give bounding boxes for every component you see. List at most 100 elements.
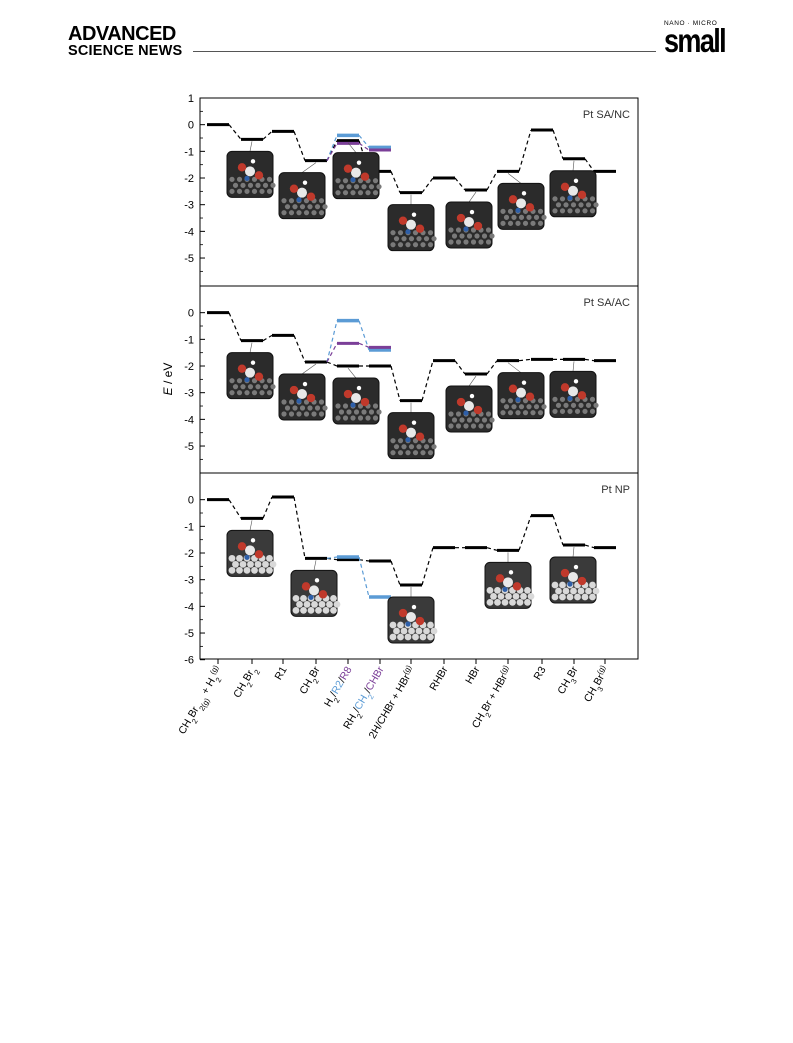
substrate-atom	[311, 411, 317, 417]
substrate-atom	[266, 188, 273, 194]
substrate-atom	[505, 592, 512, 600]
structure-inset	[387, 204, 437, 252]
substrate-atom	[416, 444, 422, 450]
substrate-atom	[303, 210, 310, 216]
substrate-atom	[427, 438, 434, 444]
substrate-atom	[322, 606, 330, 614]
substrate-atom	[393, 627, 400, 635]
substrate-atom	[427, 230, 434, 236]
substrate-atom	[562, 587, 570, 595]
substrate-atom	[232, 182, 239, 188]
substrate-atom	[455, 411, 462, 417]
y-tick-label: -3	[184, 200, 194, 212]
main-path-connector	[518, 515, 532, 551]
substrate-atom	[266, 176, 273, 182]
substrate-atom	[365, 415, 371, 421]
substrate-atom	[451, 417, 458, 423]
substrate-atom	[353, 184, 360, 190]
substrate-atom	[353, 409, 360, 415]
substrate-atom	[342, 403, 349, 409]
substrate-atom	[372, 415, 379, 421]
y-tick-label: 0	[188, 495, 194, 507]
substrate-atom	[574, 408, 581, 414]
substrate-atom	[266, 554, 273, 562]
adsorbate-atom	[568, 572, 578, 583]
adsorbate-atom	[502, 586, 508, 592]
adsorbate-atom	[463, 410, 469, 416]
adsorbate-atom	[301, 582, 311, 591]
plot-frame	[199, 97, 639, 660]
substrate-atom	[427, 242, 434, 248]
adsorbate-atom	[567, 195, 573, 201]
adsorbate-atom	[567, 395, 573, 401]
substrate-atom	[552, 396, 558, 402]
structure-inset	[226, 352, 276, 400]
structure-inset	[497, 182, 547, 230]
substrate-atom	[236, 554, 243, 562]
substrate-atom	[266, 378, 273, 384]
substrate-atom	[342, 190, 349, 196]
substrate-atom	[243, 566, 251, 574]
substrate-atom	[281, 210, 287, 216]
substrate-atom	[240, 384, 246, 390]
adsorbate-atom	[360, 397, 370, 407]
adsorbate-atom	[456, 397, 466, 407]
substrate-atom	[585, 202, 592, 208]
adsorbate-atom	[406, 427, 416, 438]
adsorbate-atom	[567, 581, 573, 587]
substrate-atom	[574, 208, 581, 214]
main-path-connector	[262, 130, 273, 140]
substrate-atom	[296, 411, 302, 417]
x-tick-label: R3	[531, 664, 548, 682]
substrate-atom	[292, 594, 300, 602]
inset-leader	[572, 361, 575, 372]
adsorbate-atom	[456, 213, 466, 223]
substrate-atom	[448, 239, 454, 245]
adsorbate-atom	[244, 554, 250, 560]
substrate-atom	[335, 178, 341, 184]
r2-path-connector	[358, 556, 370, 598]
substrate-atom	[494, 598, 501, 606]
substrate-atom	[507, 398, 514, 404]
adsorbate-atom	[296, 197, 302, 203]
substrate-atom	[478, 423, 484, 429]
substrate-atom	[258, 566, 266, 574]
substrate-atom	[397, 633, 404, 641]
adsorbate-atom	[406, 612, 416, 623]
structure-inset	[549, 370, 599, 418]
substrate-atom	[574, 593, 581, 601]
substrate-atom	[431, 444, 437, 450]
substrate-atom	[342, 415, 349, 421]
substrate-atom	[466, 233, 473, 239]
substrate-atom	[361, 184, 367, 190]
adsorbate-atom	[244, 175, 250, 181]
adsorbate-atom	[314, 578, 320, 583]
x-tick-label: H2/R2/R8	[322, 664, 358, 710]
substrate-atom	[251, 390, 258, 396]
substrate-atom	[581, 593, 589, 601]
adsorbate-atom	[250, 159, 256, 164]
adsorbate-atom	[351, 167, 361, 178]
substrate-atom	[420, 242, 426, 248]
substrate-atom	[485, 423, 492, 429]
adsorbate-atom	[350, 177, 356, 183]
substrate-atom	[518, 214, 525, 220]
adsorbate-atom	[405, 437, 411, 443]
substrate-atom	[335, 190, 341, 196]
main-path-connector	[358, 559, 370, 562]
substrate-atom	[401, 444, 407, 450]
adsorbate-atom	[508, 384, 518, 393]
substrate-atom	[518, 404, 525, 410]
adsorbate-atom	[573, 379, 579, 384]
adsorbate-atom	[398, 608, 408, 618]
substrate-atom	[478, 239, 484, 245]
substrate-atom	[259, 390, 265, 396]
main-path-connector	[584, 158, 595, 172]
substrate-atom	[589, 196, 596, 202]
substrate-atom	[582, 408, 588, 414]
substrate-atom	[570, 202, 577, 208]
adsorbate-atom	[297, 389, 307, 400]
r2-path-connector	[326, 135, 338, 161]
substrate-atom	[555, 202, 562, 208]
substrate-atom	[335, 415, 341, 421]
